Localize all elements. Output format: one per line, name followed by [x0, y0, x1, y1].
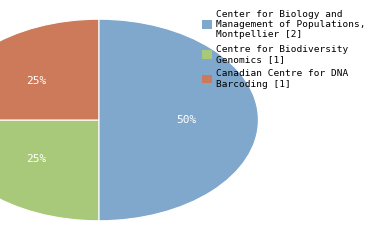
Wedge shape	[0, 120, 99, 221]
Wedge shape	[0, 19, 99, 120]
Wedge shape	[99, 19, 258, 221]
Text: 50%: 50%	[176, 115, 197, 125]
Text: 25%: 25%	[27, 76, 47, 86]
Text: 25%: 25%	[27, 154, 47, 164]
Legend: Center for Biology and
Management of Populations,
Montpellier [2], Centre for Bi: Center for Biology and Management of Pop…	[202, 10, 365, 89]
